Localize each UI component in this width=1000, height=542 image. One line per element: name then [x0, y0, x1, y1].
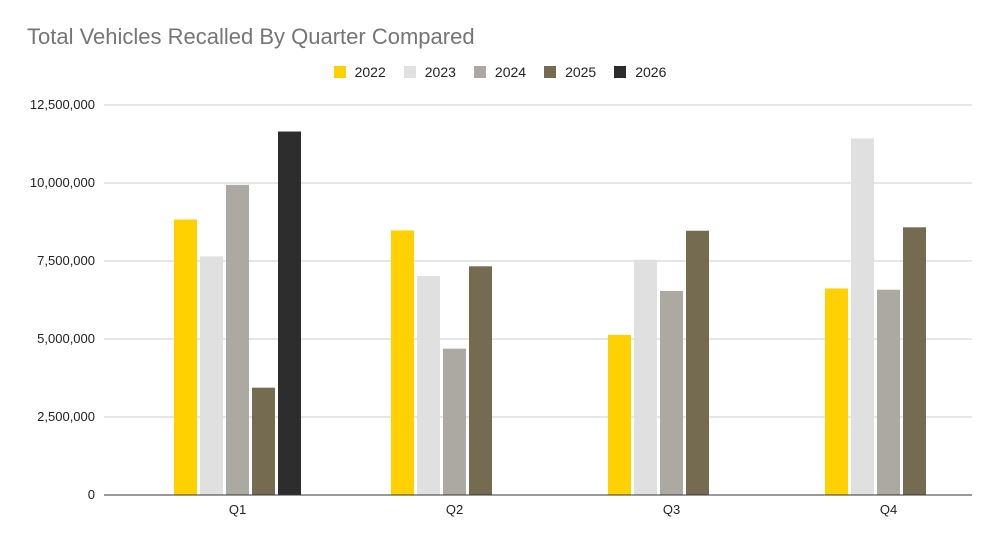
bar-Q2-2024: [443, 348, 466, 495]
legend-label-2026: 2026: [635, 64, 667, 80]
bar-Q4-2022: [825, 288, 848, 495]
bar-Q4-2023: [851, 138, 874, 495]
legend-swatch-2022: [333, 66, 346, 78]
bar-Q3-2023: [634, 259, 657, 495]
x-tick-label: Q2: [446, 502, 463, 517]
y-tick-label: 2,500,000: [37, 409, 95, 424]
bar-Q2-2025: [469, 266, 492, 495]
legend-item-2023: 2023: [403, 64, 456, 80]
legend-item-2026: 2026: [614, 64, 666, 80]
x-tick-label: Q4: [880, 502, 897, 517]
legend: 2022 2023 2024 2025 2026: [0, 64, 1000, 80]
legend-swatch-2026: [614, 66, 627, 78]
bar-Q1-2022: [174, 219, 197, 495]
bar-Q1-2026: [278, 131, 301, 495]
legend-item-2025: 2025: [544, 64, 596, 80]
legend-item-2024: 2024: [473, 64, 527, 80]
bar-Q2-2023: [417, 275, 440, 495]
legend-label-2024: 2024: [494, 64, 527, 80]
y-tick-label: 10,000,000: [30, 175, 95, 190]
legend-label-2023: 2023: [424, 64, 456, 80]
legend-item-2022: 2022: [333, 64, 386, 80]
bar-Q4-2024: [877, 289, 900, 495]
x-tick-label: Q3: [663, 502, 680, 517]
legend-swatch-2024: [473, 66, 486, 78]
y-tick-label: 12,500,000: [30, 97, 95, 112]
chart-title: Total Vehicles Recalled By Quarter Compa…: [27, 24, 475, 49]
legend-label-2022: 2022: [354, 64, 386, 80]
legend-swatch-2023: [403, 66, 416, 78]
bar-Q2-2022: [391, 230, 414, 495]
legend-label-2025: 2025: [565, 64, 597, 80]
y-tick-label: 7,500,000: [37, 253, 95, 268]
bar-Q1-2025: [252, 387, 275, 495]
legend-swatch-2025: [544, 66, 557, 78]
bar-Q1-2024: [226, 184, 249, 495]
bar-Q1-2023: [200, 256, 223, 495]
bar-Q4-2025: [903, 227, 926, 495]
y-tick-label: 5,000,000: [37, 331, 95, 346]
bar-Q3-2024: [660, 290, 683, 495]
bar-Q3-2022: [608, 334, 631, 495]
y-tick-label: 0: [88, 487, 95, 502]
bar-Q3-2025: [686, 230, 709, 495]
x-tick-label: Q1: [229, 502, 246, 517]
